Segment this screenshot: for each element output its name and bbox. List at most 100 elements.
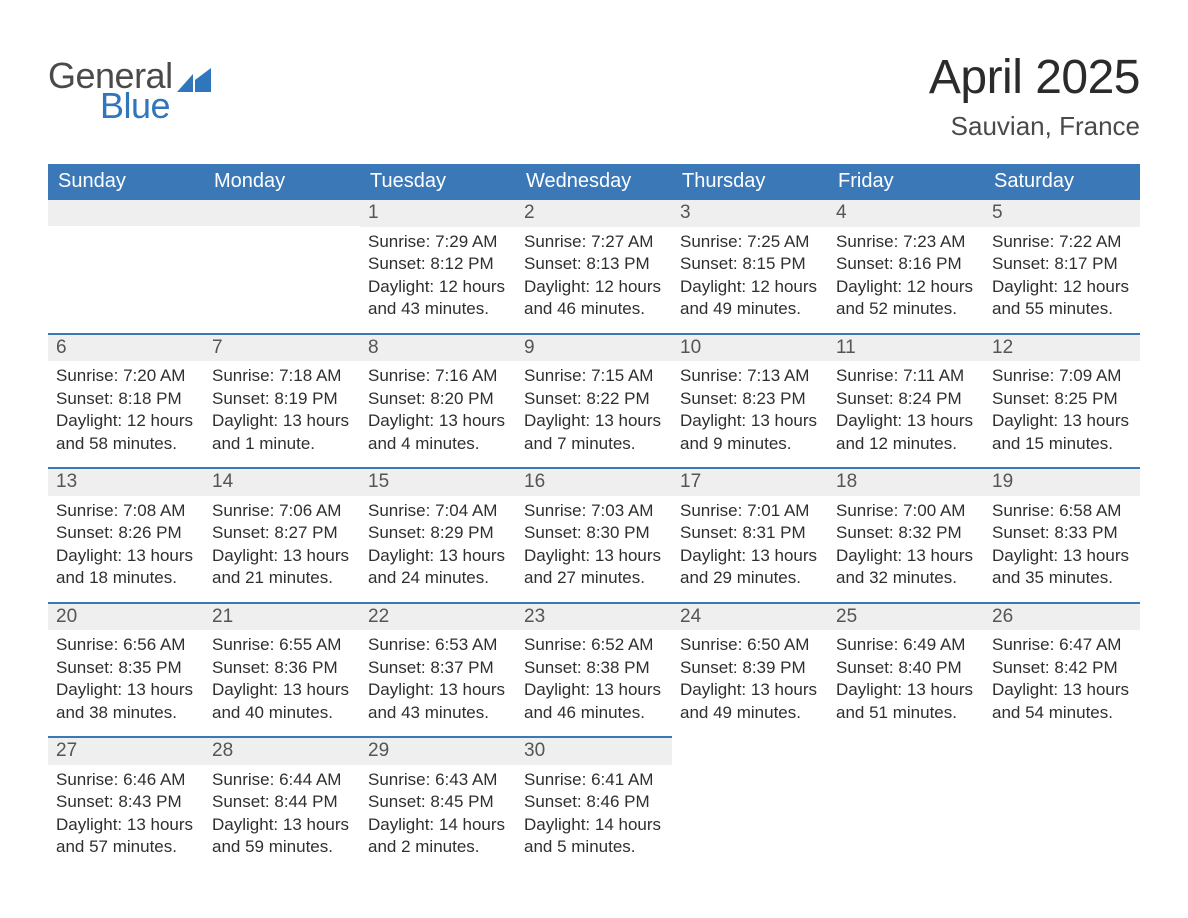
day-body: Sunrise: 6:49 AMSunset: 8:40 PMDaylight:… xyxy=(828,630,984,736)
day-body: Sunrise: 7:04 AMSunset: 8:29 PMDaylight:… xyxy=(360,496,516,602)
sunset-line: Sunset: 8:38 PM xyxy=(524,657,664,679)
sunset-line: Sunset: 8:40 PM xyxy=(836,657,976,679)
sunset-line: Sunset: 8:36 PM xyxy=(212,657,352,679)
day-number: 5 xyxy=(984,200,1140,227)
calendar-cell xyxy=(672,736,828,871)
sunrise-line: Sunrise: 6:44 AM xyxy=(212,769,352,791)
page-subtitle: Sauvian, France xyxy=(929,111,1140,142)
daylight-line: Daylight: 13 hours and 32 minutes. xyxy=(836,545,976,590)
day-body: Sunrise: 7:11 AMSunset: 8:24 PMDaylight:… xyxy=(828,361,984,467)
calendar-cell: 2Sunrise: 7:27 AMSunset: 8:13 PMDaylight… xyxy=(516,200,672,333)
daylight-line: Daylight: 13 hours and 57 minutes. xyxy=(56,814,196,859)
daylight-line: Daylight: 13 hours and 46 minutes. xyxy=(524,679,664,724)
calendar-cell: 4Sunrise: 7:23 AMSunset: 8:16 PMDaylight… xyxy=(828,200,984,333)
sunset-line: Sunset: 8:46 PM xyxy=(524,791,664,813)
calendar-cell: 6Sunrise: 7:20 AMSunset: 8:18 PMDaylight… xyxy=(48,333,204,468)
sunrise-line: Sunrise: 7:27 AM xyxy=(524,231,664,253)
calendar-cell: 17Sunrise: 7:01 AMSunset: 8:31 PMDayligh… xyxy=(672,467,828,602)
sunrise-line: Sunrise: 6:50 AM xyxy=(680,634,820,656)
dow-thursday: Thursday xyxy=(672,164,828,200)
calendar-cell: 29Sunrise: 6:43 AMSunset: 8:45 PMDayligh… xyxy=(360,736,516,871)
sunrise-line: Sunrise: 6:52 AM xyxy=(524,634,664,656)
day-number: 6 xyxy=(48,333,204,362)
calendar-cell: 10Sunrise: 7:13 AMSunset: 8:23 PMDayligh… xyxy=(672,333,828,468)
sunrise-line: Sunrise: 7:08 AM xyxy=(56,500,196,522)
sunrise-line: Sunrise: 6:56 AM xyxy=(56,634,196,656)
daylight-line: Daylight: 13 hours and 9 minutes. xyxy=(680,410,820,455)
sunset-line: Sunset: 8:20 PM xyxy=(368,388,508,410)
day-body: Sunrise: 7:03 AMSunset: 8:30 PMDaylight:… xyxy=(516,496,672,602)
sunrise-line: Sunrise: 7:16 AM xyxy=(368,365,508,387)
day-number: 20 xyxy=(48,602,204,631)
day-number: 7 xyxy=(204,333,360,362)
calendar-cell: 30Sunrise: 6:41 AMSunset: 8:46 PMDayligh… xyxy=(516,736,672,871)
calendar-week: 27Sunrise: 6:46 AMSunset: 8:43 PMDayligh… xyxy=(48,736,1140,871)
calendar-cell: 7Sunrise: 7:18 AMSunset: 8:19 PMDaylight… xyxy=(204,333,360,468)
day-number: 1 xyxy=(360,200,516,227)
sunset-line: Sunset: 8:35 PM xyxy=(56,657,196,679)
empty-day-body xyxy=(828,736,984,871)
daylight-line: Daylight: 12 hours and 49 minutes. xyxy=(680,276,820,321)
day-body: Sunrise: 7:09 AMSunset: 8:25 PMDaylight:… xyxy=(984,361,1140,467)
sunrise-line: Sunrise: 6:46 AM xyxy=(56,769,196,791)
sunrise-line: Sunrise: 6:49 AM xyxy=(836,634,976,656)
sunrise-line: Sunrise: 7:25 AM xyxy=(680,231,820,253)
day-number: 15 xyxy=(360,467,516,496)
day-number: 29 xyxy=(360,736,516,765)
logo-flag-icon xyxy=(177,66,211,92)
day-number: 11 xyxy=(828,333,984,362)
sunrise-line: Sunrise: 7:11 AM xyxy=(836,365,976,387)
calendar-cell: 21Sunrise: 6:55 AMSunset: 8:36 PMDayligh… xyxy=(204,602,360,737)
daylight-line: Daylight: 13 hours and 24 minutes. xyxy=(368,545,508,590)
calendar-week: 6Sunrise: 7:20 AMSunset: 8:18 PMDaylight… xyxy=(48,333,1140,468)
sunset-line: Sunset: 8:17 PM xyxy=(992,253,1132,275)
calendar-cell: 18Sunrise: 7:00 AMSunset: 8:32 PMDayligh… xyxy=(828,467,984,602)
calendar-cell: 14Sunrise: 7:06 AMSunset: 8:27 PMDayligh… xyxy=(204,467,360,602)
calendar-cell: 25Sunrise: 6:49 AMSunset: 8:40 PMDayligh… xyxy=(828,602,984,737)
sunrise-line: Sunrise: 7:04 AM xyxy=(368,500,508,522)
daylight-line: Daylight: 13 hours and 12 minutes. xyxy=(836,410,976,455)
daylight-line: Daylight: 13 hours and 29 minutes. xyxy=(680,545,820,590)
calendar-cell: 13Sunrise: 7:08 AMSunset: 8:26 PMDayligh… xyxy=(48,467,204,602)
daylight-line: Daylight: 13 hours and 40 minutes. xyxy=(212,679,352,724)
sunrise-line: Sunrise: 6:58 AM xyxy=(992,500,1132,522)
daylight-line: Daylight: 13 hours and 21 minutes. xyxy=(212,545,352,590)
empty-day-header xyxy=(48,200,204,226)
daylight-line: Daylight: 13 hours and 49 minutes. xyxy=(680,679,820,724)
day-number: 3 xyxy=(672,200,828,227)
sunrise-line: Sunrise: 7:15 AM xyxy=(524,365,664,387)
sunrise-line: Sunrise: 7:22 AM xyxy=(992,231,1132,253)
daylight-line: Daylight: 13 hours and 18 minutes. xyxy=(56,545,196,590)
logo: General Blue xyxy=(48,50,211,124)
sunset-line: Sunset: 8:30 PM xyxy=(524,522,664,544)
daylight-line: Daylight: 13 hours and 35 minutes. xyxy=(992,545,1132,590)
sunrise-line: Sunrise: 7:23 AM xyxy=(836,231,976,253)
sunrise-line: Sunrise: 7:29 AM xyxy=(368,231,508,253)
daylight-line: Daylight: 12 hours and 52 minutes. xyxy=(836,276,976,321)
sunset-line: Sunset: 8:29 PM xyxy=(368,522,508,544)
day-body: Sunrise: 6:46 AMSunset: 8:43 PMDaylight:… xyxy=(48,765,204,871)
sunset-line: Sunset: 8:18 PM xyxy=(56,388,196,410)
day-body: Sunrise: 7:29 AMSunset: 8:12 PMDaylight:… xyxy=(360,227,516,333)
day-body: Sunrise: 6:43 AMSunset: 8:45 PMDaylight:… xyxy=(360,765,516,871)
daylight-line: Daylight: 13 hours and 38 minutes. xyxy=(56,679,196,724)
day-number: 22 xyxy=(360,602,516,631)
header-bar: General Blue April 2025 Sauvian, France xyxy=(48,50,1140,142)
calendar-body: 1Sunrise: 7:29 AMSunset: 8:12 PMDaylight… xyxy=(48,200,1140,871)
sunrise-line: Sunrise: 7:20 AM xyxy=(56,365,196,387)
sunrise-line: Sunrise: 7:00 AM xyxy=(836,500,976,522)
calendar-cell: 12Sunrise: 7:09 AMSunset: 8:25 PMDayligh… xyxy=(984,333,1140,468)
sunset-line: Sunset: 8:25 PM xyxy=(992,388,1132,410)
calendar-cell: 5Sunrise: 7:22 AMSunset: 8:17 PMDaylight… xyxy=(984,200,1140,333)
calendar-cell xyxy=(828,736,984,871)
sunset-line: Sunset: 8:43 PM xyxy=(56,791,196,813)
day-number: 21 xyxy=(204,602,360,631)
calendar-cell: 24Sunrise: 6:50 AMSunset: 8:39 PMDayligh… xyxy=(672,602,828,737)
day-number: 8 xyxy=(360,333,516,362)
calendar-cell: 22Sunrise: 6:53 AMSunset: 8:37 PMDayligh… xyxy=(360,602,516,737)
day-body: Sunrise: 7:25 AMSunset: 8:15 PMDaylight:… xyxy=(672,227,828,333)
sunrise-line: Sunrise: 7:09 AM xyxy=(992,365,1132,387)
day-body: Sunrise: 6:56 AMSunset: 8:35 PMDaylight:… xyxy=(48,630,204,736)
calendar-cell: 27Sunrise: 6:46 AMSunset: 8:43 PMDayligh… xyxy=(48,736,204,871)
day-body: Sunrise: 7:20 AMSunset: 8:18 PMDaylight:… xyxy=(48,361,204,467)
